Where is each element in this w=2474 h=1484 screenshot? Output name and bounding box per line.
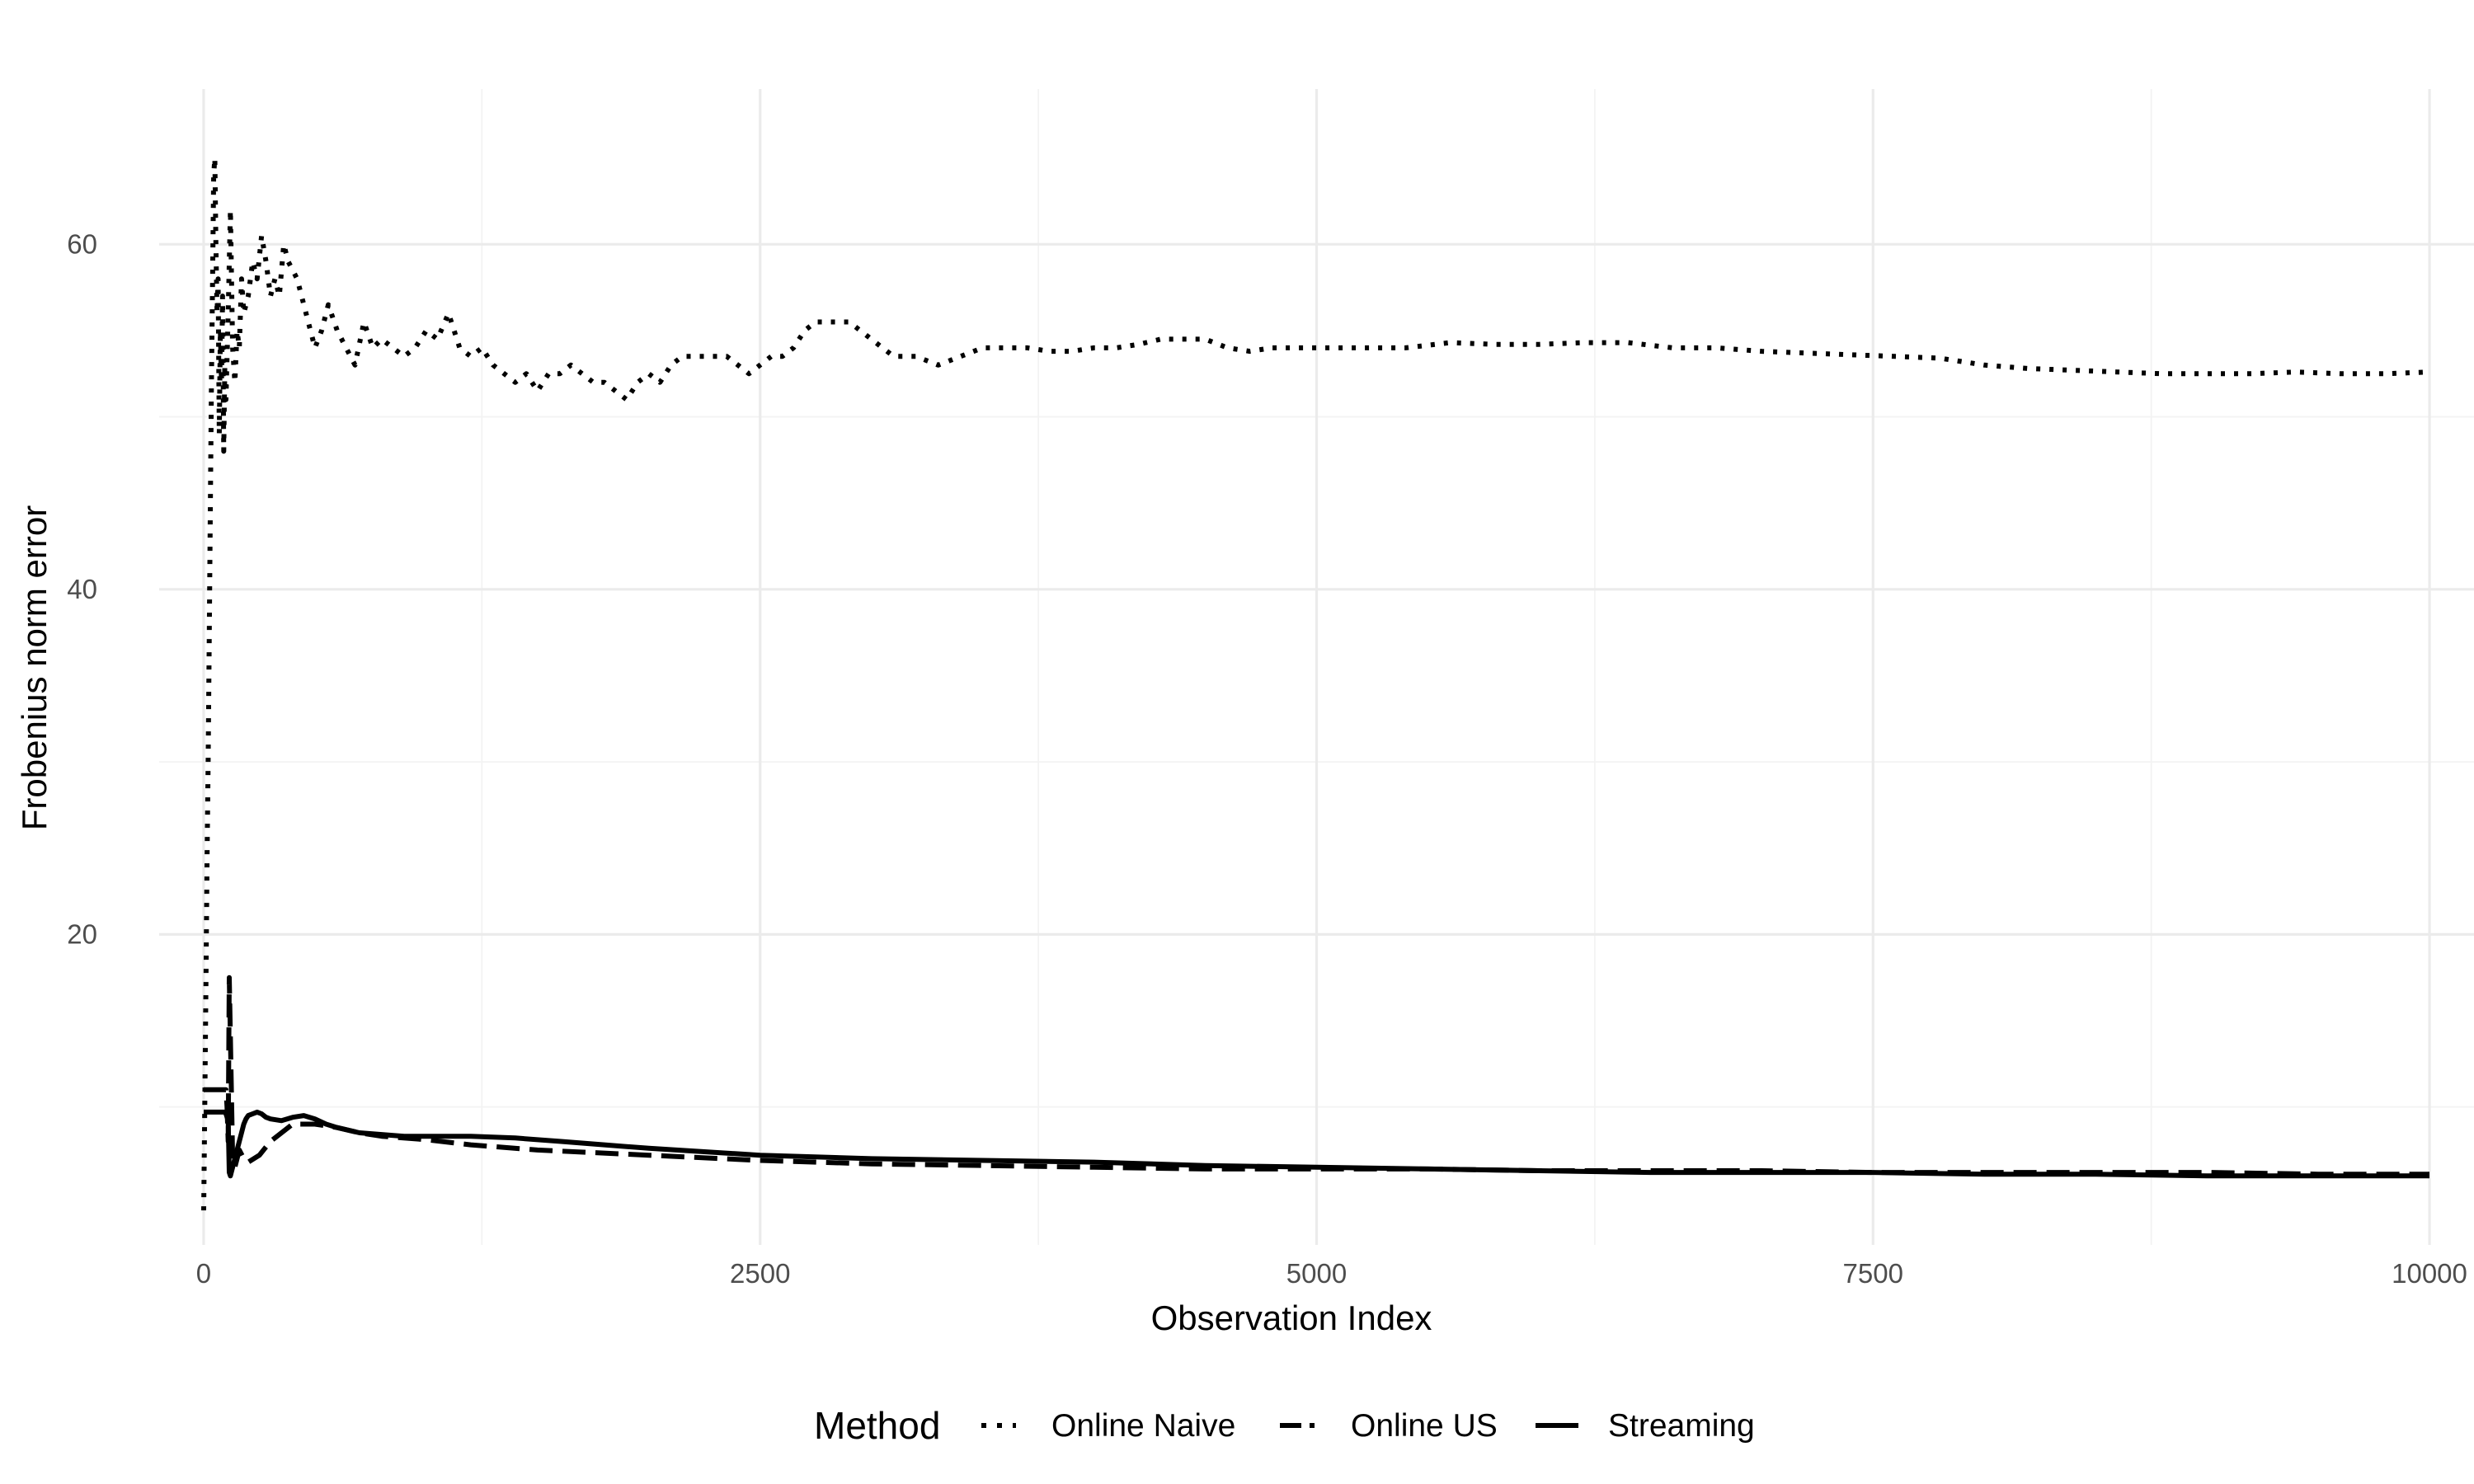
x-tick-label: 10000 [2392,1258,2467,1289]
series-layer [201,155,2430,1211]
grid [159,89,2474,1245]
x-tick-label: 5000 [1286,1258,1347,1289]
y-axis-title: Frobenius norm error [15,505,54,830]
x-axis-title: Observation Index [1151,1298,1432,1337]
y-tick-label: 60 [67,228,97,259]
legend: Method Online Naive Online US Streaming [814,1404,1755,1447]
y-tick-label: 40 [67,574,97,604]
series-streaming [204,1109,2429,1179]
legend-label-online-us: Online US [1351,1408,1498,1444]
x-tick-label: 0 [196,1258,211,1289]
legend-label-streaming: Streaming [1608,1408,1755,1444]
legend-title: Method [814,1404,940,1447]
y-tick-label: 20 [67,918,97,949]
x-tick-label: 7500 [1843,1258,1903,1289]
x-tick-label: 2500 [730,1258,790,1289]
tick-labels: 0 2500 5000 7500 10000 20 40 60 [67,228,2467,1289]
legend-label-online-naive: Online Naive [1051,1408,1235,1444]
